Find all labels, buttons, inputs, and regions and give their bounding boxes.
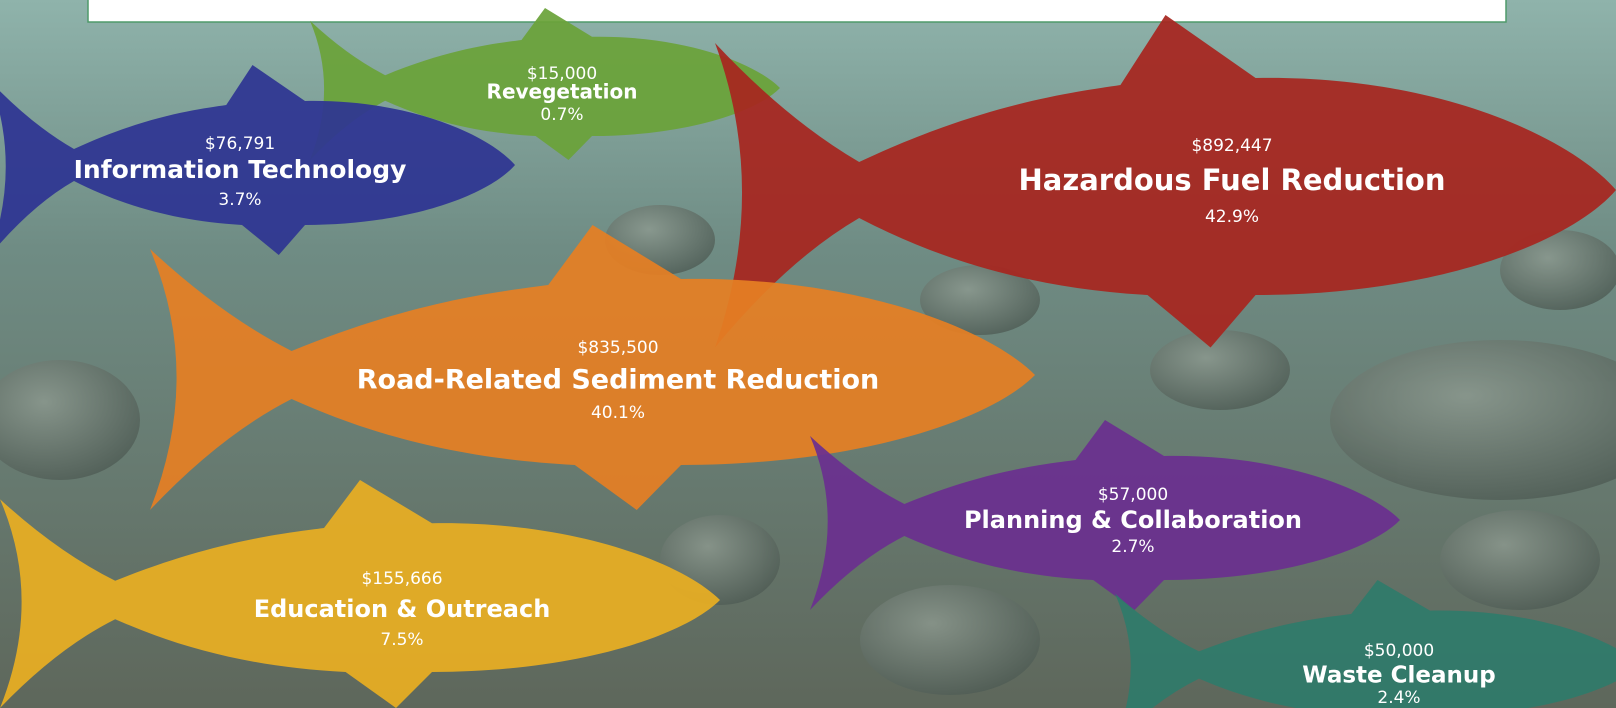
amount: $835,500: [577, 338, 658, 358]
percent: 0.7%: [540, 105, 583, 125]
fish: [150, 225, 1035, 511]
category-label: Hazardous Fuel Reduction: [1019, 163, 1446, 197]
fish: [310, 8, 780, 161]
percent: 42.9%: [1205, 207, 1259, 227]
amount: $76,791: [205, 134, 275, 154]
amount: $50,000: [1364, 641, 1434, 661]
category-label: Waste Cleanup: [1302, 663, 1495, 689]
category-label: Revegetation: [487, 80, 638, 104]
percent: 3.7%: [218, 190, 261, 210]
category-label: Information Technology: [74, 155, 407, 184]
percent: 2.7%: [1111, 537, 1154, 557]
percent: 7.5%: [380, 630, 423, 650]
percent: 40.1%: [591, 403, 645, 423]
amount: $892,447: [1191, 136, 1272, 156]
category-label: Education & Outreach: [254, 595, 551, 623]
category-label: Planning & Collaboration: [964, 506, 1302, 534]
fish: [0, 480, 720, 708]
fish: [810, 420, 1400, 610]
header-box: [87, 0, 1507, 23]
fish: [1115, 580, 1616, 708]
amount: $155,666: [361, 569, 442, 589]
percent: 2.4%: [1377, 688, 1420, 708]
amount: $57,000: [1098, 485, 1168, 505]
amount: $15,000: [527, 64, 597, 84]
category-label: Road-Related Sediment Reduction: [357, 365, 880, 396]
fish: [715, 15, 1616, 348]
fish: [0, 65, 515, 255]
